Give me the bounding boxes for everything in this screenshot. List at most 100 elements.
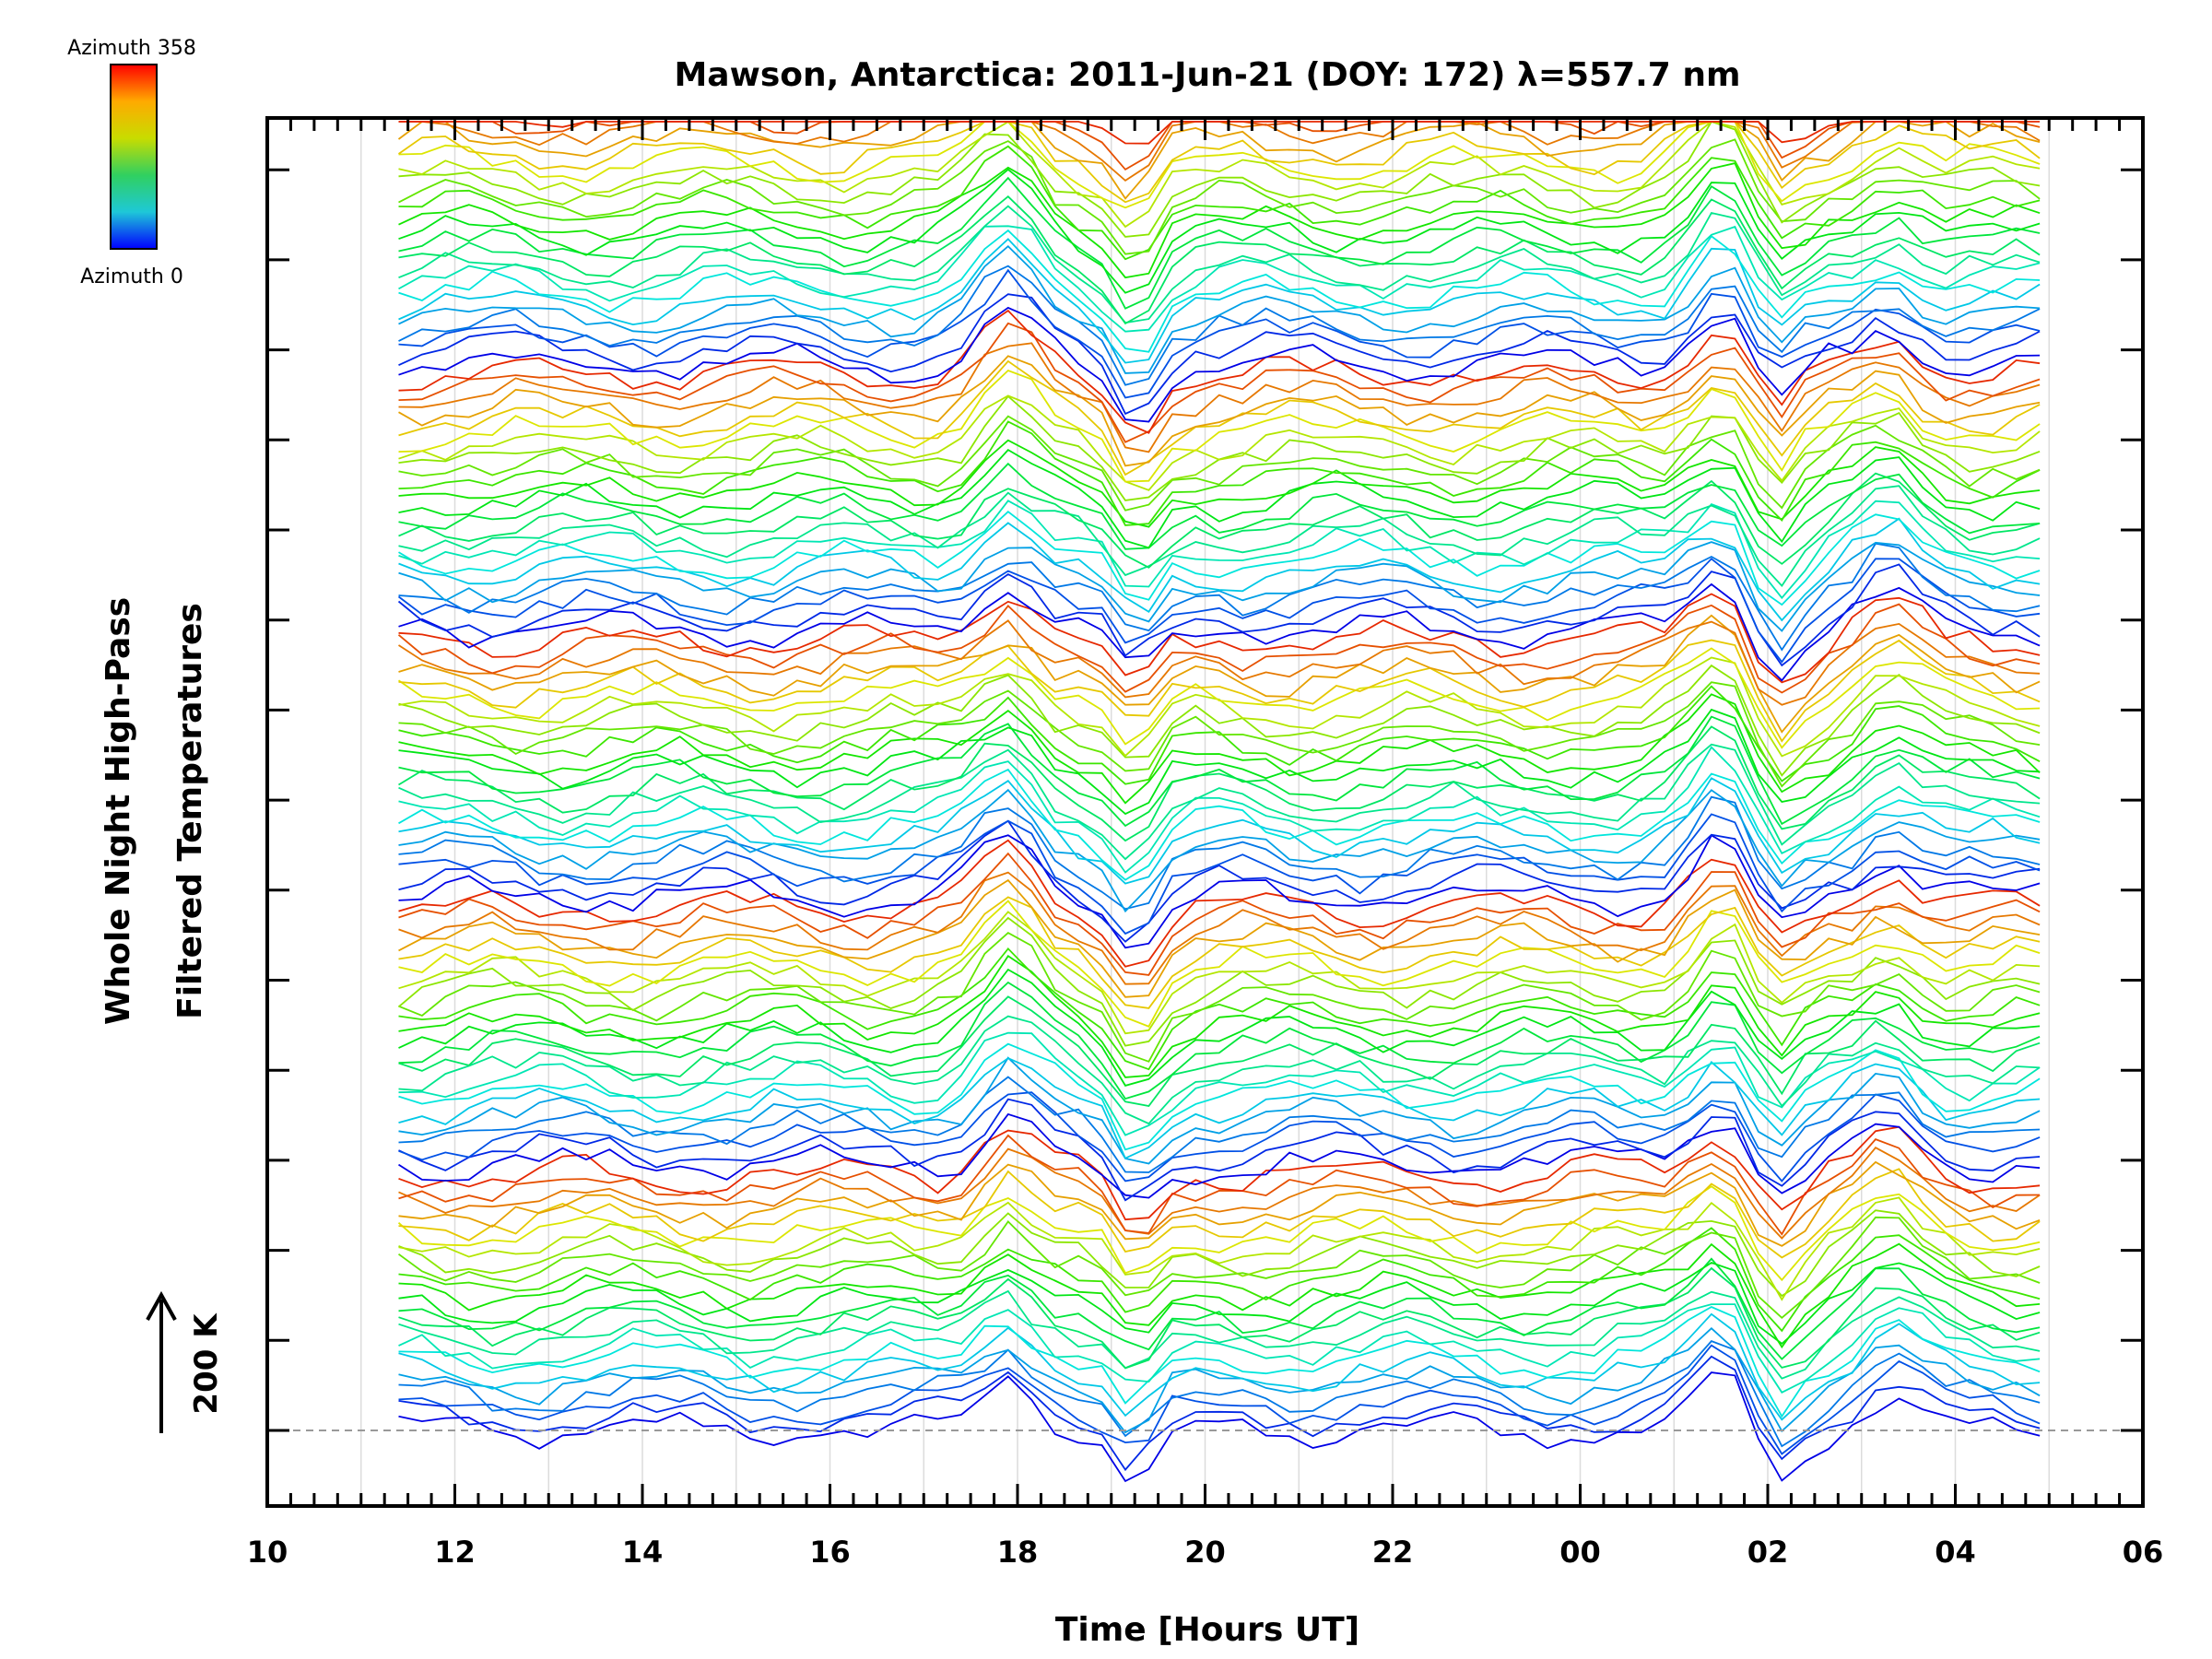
- azimuth-trace: [398, 138, 2041, 255]
- azimuth-trace: [398, 176, 2041, 310]
- azimuth-trace: [398, 614, 2041, 734]
- azimuth-trace: [398, 681, 2041, 788]
- azimuth-trace: [398, 394, 2041, 491]
- x-tick-label: 14: [622, 1535, 664, 1570]
- azimuth-trace: [398, 852, 2041, 976]
- azimuth-trace: [397, 121, 2041, 204]
- azimuth-trace: [398, 145, 2041, 261]
- azimuth-trace: [398, 947, 2041, 1071]
- azimuth-trace: [398, 1168, 2041, 1259]
- azimuth-trace: [398, 1344, 2041, 1455]
- azimuth-trace: [398, 664, 2041, 777]
- azimuth-trace: [398, 1076, 2041, 1173]
- x-tick-label: 20: [1184, 1535, 1226, 1570]
- azimuth-trace: [397, 603, 2041, 694]
- azimuth-trace: [398, 1305, 2041, 1418]
- axis-ticks: [265, 118, 2145, 1506]
- azimuth-trace: [398, 871, 2041, 985]
- azimuth-trace: [398, 693, 2041, 805]
- azimuth-trace: [398, 322, 2041, 443]
- x-tick-label: 10: [247, 1535, 288, 1570]
- azimuth-trace: [398, 656, 2041, 758]
- azimuth-traces: [397, 120, 2041, 1483]
- azimuth-trace: [398, 511, 2041, 606]
- azimuth-trace: [398, 1196, 2041, 1301]
- azimuth-trace: [398, 878, 2041, 998]
- azimuth-trace: [398, 205, 2041, 324]
- azimuth-trace: [398, 1340, 2041, 1448]
- azimuth-trace: [398, 708, 2041, 816]
- x-tick-label: 12: [434, 1535, 476, 1570]
- azimuth-trace: [398, 777, 2041, 885]
- azimuth-trace: [398, 541, 2041, 632]
- azimuth-trace: [398, 309, 2041, 434]
- azimuth-trace: [398, 448, 2041, 549]
- azimuth-trace: [398, 932, 2041, 1063]
- scale-bar: 200 K: [146, 1290, 225, 1433]
- azimuth-trace: [398, 168, 2041, 294]
- x-tick-label: 18: [997, 1535, 1039, 1570]
- azimuth-trace: [398, 1042, 2041, 1151]
- azimuth-trace: [398, 542, 2041, 652]
- azimuth-trace: [398, 1057, 2041, 1159]
- azimuth-trace: [398, 1355, 2041, 1472]
- colorbar-bottom-label: Azimuth 0: [80, 265, 183, 288]
- azimuth-trace: [398, 359, 2041, 477]
- x-tick-label: 02: [1747, 1535, 1789, 1570]
- x-tick-label: 04: [1935, 1535, 1976, 1570]
- azimuth-trace: [398, 1031, 2041, 1136]
- azimuth-trace: [398, 121, 2041, 145]
- azimuth-trace: [398, 1262, 2041, 1346]
- azimuth-trace: [398, 229, 2041, 353]
- azimuth-trace: [398, 355, 2041, 467]
- azimuth-trace: [398, 462, 2041, 550]
- azimuth-trace: [398, 619, 2041, 706]
- x-tick-label: 16: [809, 1535, 851, 1570]
- azimuth-trace: [398, 225, 2041, 333]
- azimuth-trace: [398, 472, 2041, 569]
- azimuth-trace: [398, 639, 2041, 743]
- azimuth-trace: [398, 439, 2041, 528]
- azimuth-trace: [398, 194, 2041, 325]
- x-tick-labels: 10 12 14 16 18 20 22 00 02 04 06: [247, 1535, 2164, 1570]
- azimuth-trace: [398, 1125, 2041, 1221]
- azimuth-trace: [398, 369, 2041, 483]
- azimuth-trace: [398, 911, 2041, 1035]
- azimuth-trace: [398, 244, 2041, 374]
- azimuth-trace: [398, 1326, 2041, 1434]
- azimuth-trace: [398, 342, 2041, 453]
- azimuth-trace: [398, 1371, 2041, 1483]
- x-tick-label: 22: [1372, 1535, 1414, 1570]
- azimuth-trace: [398, 968, 2041, 1087]
- azimuth-trace: [398, 955, 2041, 1078]
- colorbar-gradient: [110, 64, 158, 250]
- chart-title: Mawson, Antarctica: 2011-Jun-21 (DOY: 17…: [674, 56, 1740, 94]
- azimuth-trace: [398, 121, 2041, 209]
- scale-bar-arrow: [146, 1290, 177, 1321]
- azimuth-trace: [398, 1160, 2041, 1247]
- azimuth-trace: [398, 900, 2041, 1028]
- colorbar-top-label: Azimuth 358: [67, 37, 196, 60]
- azimuth-trace: [398, 500, 2041, 600]
- azimuth-trace: [398, 306, 2041, 423]
- azimuth-trace: [397, 121, 2041, 200]
- azimuth-trace: [398, 1147, 2041, 1240]
- azimuth-trace: [397, 558, 2041, 664]
- x-tick-label: 00: [1559, 1535, 1601, 1570]
- azimuth-trace: [398, 120, 2041, 238]
- azimuth-trace: [398, 795, 2041, 911]
- azimuth-trace: [398, 1091, 2041, 1182]
- y-axis-label-line2: Filtered Temperatures: [171, 603, 209, 1019]
- azimuth-trace: [398, 415, 2041, 512]
- azimuth-trace: [398, 788, 2041, 913]
- azimuth-trace: [398, 517, 2041, 622]
- azimuth-trace: [398, 1289, 2041, 1380]
- azimuth-trace: [398, 1015, 2041, 1125]
- azimuth-trace: [398, 896, 2041, 1009]
- azimuth-trace: [398, 725, 2041, 842]
- azimuth-trace: [398, 1227, 2041, 1333]
- azimuth-trace: [398, 1134, 2041, 1236]
- azimuth-trace: [398, 1257, 2041, 1360]
- azimuth-trace: [398, 582, 2041, 682]
- azimuth-trace: [398, 420, 2041, 526]
